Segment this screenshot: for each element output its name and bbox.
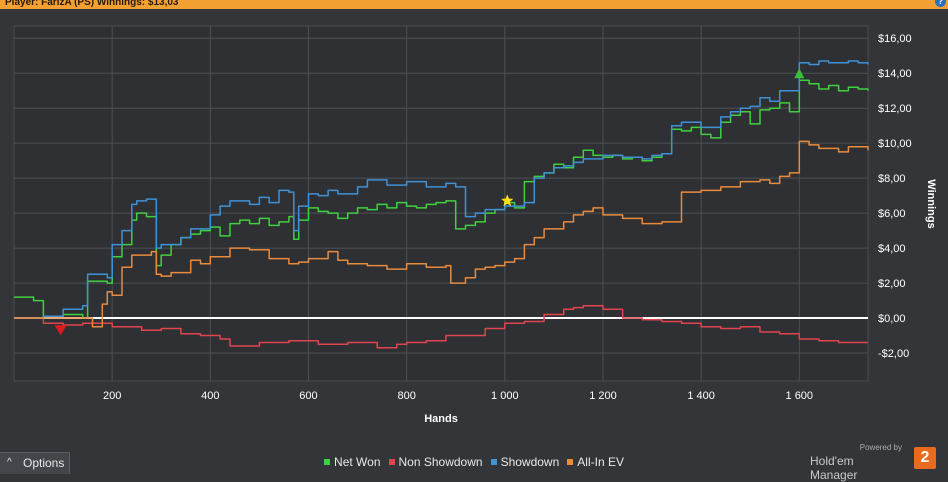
player-winnings-title: Player: FarizA (PS) Winnings: $13,03 — [5, 0, 179, 8]
chevron-up-icon: ^ — [7, 457, 12, 468]
legend-item-net-won[interactable]: Net Won — [324, 452, 381, 472]
series-line-all-in-ev — [14, 140, 869, 328]
legend-swatch — [388, 459, 395, 465]
x-tick-label: 1 200 — [589, 390, 617, 402]
star-marker — [501, 194, 514, 207]
legend-swatch — [567, 459, 574, 465]
x-axis-label: Hands — [424, 413, 458, 425]
y-tick-label: $16,00 — [878, 33, 912, 45]
winnings-graph: 200 400 600 800 1 000 1 200 1 400 1 600 -$2,00 $0… — [13, 25, 937, 425]
help-icon[interactable]: ? — [935, 0, 946, 7]
x-tick-label: 200 — [103, 390, 121, 402]
legend-swatch — [490, 459, 497, 465]
hm2-logo: 2 — [914, 447, 936, 469]
y-tick-label: $8,00 — [878, 173, 906, 185]
x-tick-label: 1 000 — [491, 390, 519, 402]
legend-item-showdown[interactable]: Showdown — [490, 452, 560, 472]
x-tick-label: 600 — [299, 390, 317, 402]
y-axis-label: Winnings — [925, 179, 937, 228]
min-point-marker — [54, 325, 67, 336]
legend-label: Net Won — [334, 455, 381, 469]
legend-item-all-in-ev[interactable]: All-In EV — [567, 452, 624, 472]
y-tick-label: $6,00 — [878, 208, 906, 220]
y-tick-label: $12,00 — [878, 103, 912, 115]
holdem-manager-branding: Powered by Hold'em Manager 2 — [810, 443, 940, 482]
legend-label: All-In EV — [577, 455, 624, 469]
legend-swatch — [324, 459, 331, 465]
legend-label: Non Showdown — [398, 455, 483, 469]
y-tick-label: $2,00 — [878, 278, 906, 290]
x-tick-label: 1 600 — [786, 390, 814, 402]
chart-legend: Net Won Non Showdown Showdown All-In EV — [0, 452, 948, 472]
y-tick-label: $10,00 — [878, 138, 912, 150]
y-tick-label: -$2,00 — [878, 348, 909, 360]
max-point-marker — [794, 68, 805, 79]
legend-label: Showdown — [500, 455, 560, 469]
x-tick-label: 1 400 — [687, 390, 715, 402]
options-button[interactable]: ^ Options — [0, 452, 70, 474]
brand-name: Hold'em Manager — [810, 454, 858, 482]
powered-by-text: Powered by — [859, 443, 902, 452]
y-tick-label: $4,00 — [878, 243, 906, 255]
x-tick-label: 400 — [201, 390, 219, 402]
y-tick-label: $14,00 — [878, 68, 912, 80]
series-line-non-showdown — [14, 305, 868, 349]
player-header-bar: Player: FarizA (PS) Winnings: $13,03 ? — [0, 0, 948, 9]
x-tick-label: 800 — [397, 390, 415, 402]
legend-item-non-showdown[interactable]: Non Showdown — [388, 452, 483, 472]
y-tick-label: $0,00 — [878, 313, 906, 325]
options-label: Options — [23, 456, 65, 470]
series-line-showdown — [14, 60, 869, 319]
